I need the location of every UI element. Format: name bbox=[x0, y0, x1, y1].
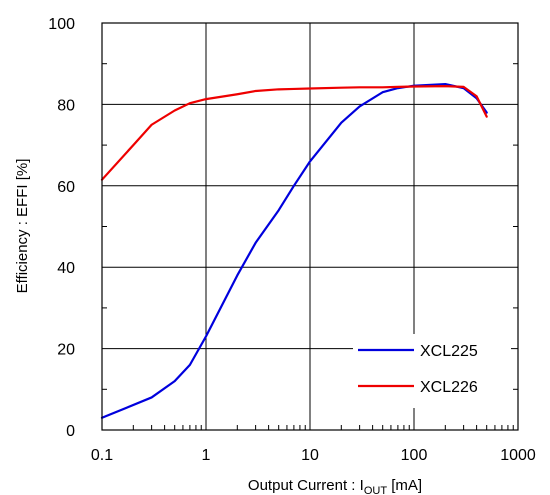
x-axis-title-subscript: OUT bbox=[364, 485, 388, 495]
legend-label-xcl225: XCL225 bbox=[420, 343, 478, 360]
y-tick-label: 40 bbox=[57, 260, 75, 277]
x-tick-label: 1 bbox=[202, 447, 211, 464]
x-tick-labels: 0.1 1 10 100 1000 bbox=[91, 447, 536, 464]
x-axis-title-unit: [mA] bbox=[387, 477, 422, 494]
y-tick-label: 60 bbox=[57, 179, 75, 196]
x-tick-label: 100 bbox=[401, 447, 428, 464]
y-tick-labels: 0 20 40 60 80 100 bbox=[48, 16, 75, 440]
x-tick-label: 1000 bbox=[500, 447, 536, 464]
x-tick-label: 0.1 bbox=[91, 447, 113, 464]
y-tick-label: 20 bbox=[57, 342, 75, 359]
grid bbox=[102, 23, 518, 430]
x-tick-label: 10 bbox=[301, 447, 319, 464]
x-axis-title-main: Output Current : I bbox=[248, 477, 364, 494]
y-tick-label: 0 bbox=[66, 423, 75, 440]
minor-ticks bbox=[102, 63, 518, 430]
plot-frame bbox=[101, 22, 519, 431]
series-line-xcl226 bbox=[100, 84, 488, 181]
y-tick-label: 100 bbox=[48, 16, 75, 33]
legend-label-xcl226: XCL226 bbox=[420, 379, 478, 396]
series-line-xcl225 bbox=[100, 82, 488, 419]
x-axis-title: Output Current : IOUT [mA] bbox=[248, 477, 422, 495]
series-layer bbox=[100, 82, 488, 419]
y-tick-label: 80 bbox=[57, 97, 75, 114]
legend: XCL225 XCL226 bbox=[353, 334, 511, 408]
y-axis-title: Efficiency : EFFI [%] bbox=[14, 159, 31, 294]
legend-box bbox=[353, 334, 511, 408]
